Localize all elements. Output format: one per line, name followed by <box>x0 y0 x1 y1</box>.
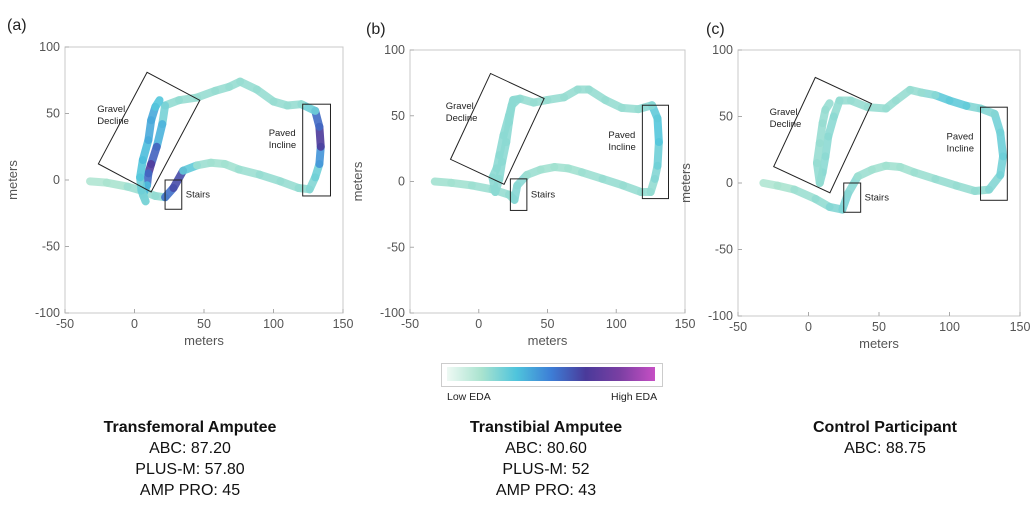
region-box <box>164 179 183 210</box>
y-tick-label: 0 <box>53 173 60 187</box>
x-tick-label: -50 <box>401 317 419 331</box>
x-axis-label: meters <box>184 333 224 348</box>
chart-panel-b: (b)-50 0 50 100 150-100-50050100metersmeters… <box>350 21 695 348</box>
x-axis-label: meters <box>859 336 899 351</box>
y-tick-label: -100 <box>708 309 733 323</box>
region-label: Gravel <box>97 104 125 115</box>
region-label: Incline <box>608 142 635 153</box>
y-tick-label: -50 <box>715 243 733 257</box>
x-tick-label: 150 <box>333 317 354 331</box>
trajectory-segment <box>996 128 1008 161</box>
region-box <box>509 178 528 211</box>
caption-c-metric: ABC: 88.75 <box>844 440 926 457</box>
y-tick-label: 50 <box>391 109 405 123</box>
chart-panel-a: (a)-50 0 50 100 150-100-50050100metersmeters… <box>5 17 353 348</box>
y-tick-label: 0 <box>726 176 733 190</box>
x-tick-label: -50 <box>56 317 74 331</box>
caption-a-metric: ABC: 87.20 <box>149 440 231 457</box>
colorbar-high-label: High EDA <box>611 391 658 403</box>
y-tick-label: -50 <box>387 240 405 254</box>
x-axis-label: meters <box>528 333 568 348</box>
region-label: Paved <box>947 132 974 143</box>
region-label: Gravel <box>446 101 474 112</box>
x-tick-label: 0 <box>475 317 482 331</box>
x-tick-label: 0 <box>805 320 812 334</box>
y-tick-label: 100 <box>384 43 405 57</box>
region-label: Incline <box>947 144 974 155</box>
region-label: Stairs <box>865 193 890 204</box>
caption-c: Control Participant ABC: 88.75 <box>735 417 1035 459</box>
x-tick-label: -50 <box>729 320 747 334</box>
region-label: Paved <box>269 128 296 139</box>
x-tick-label: 100 <box>263 317 284 331</box>
colorbar-low-label: Low EDA <box>447 391 491 403</box>
y-tick-label: -100 <box>35 306 60 320</box>
trajectory-segment <box>151 96 164 111</box>
y-axis-label: meters <box>350 161 365 201</box>
region-label: Decline <box>770 119 802 130</box>
caption-a-metric: AMP PRO: 45 <box>139 482 241 499</box>
y-tick-label: -50 <box>42 240 60 254</box>
region-label: Decline <box>97 116 129 127</box>
y-tick-label: 0 <box>398 175 405 189</box>
y-tick-label: -100 <box>380 306 405 320</box>
caption-c-name: Control Participant <box>812 419 957 436</box>
caption-b-metric: PLUS-M: 52 <box>502 461 590 478</box>
region-box <box>843 182 862 213</box>
y-tick-label: 50 <box>719 110 733 124</box>
y-axis-label: meters <box>5 160 20 200</box>
trajectory-segment <box>507 95 522 110</box>
caption-a-name: Transfemoral Amputee <box>103 419 277 436</box>
caption-b-metric: AMP PRO: 43 <box>495 482 597 499</box>
region-box <box>97 71 201 193</box>
region-box <box>449 72 545 185</box>
x-tick-label: 150 <box>675 317 696 331</box>
region-box <box>980 106 1008 201</box>
region-label: Paved <box>608 130 635 141</box>
panel-letter: (c) <box>706 21 725 38</box>
caption-b-name: Transtibial Amputee <box>469 419 623 436</box>
x-tick-label: 100 <box>606 317 627 331</box>
region-box <box>641 104 669 200</box>
caption-b: Transtibial Amputee ABC: 80.60 PLUS-M: 5… <box>396 417 696 501</box>
panel-letter: (a) <box>7 17 27 34</box>
region-label: Gravel <box>770 107 798 118</box>
colorbar <box>441 363 663 387</box>
region-box <box>302 103 331 197</box>
region-label: Stairs <box>186 190 211 201</box>
caption-a-metric: PLUS-M: 57.80 <box>135 461 245 478</box>
x-tick-label: 50 <box>197 317 211 331</box>
region-label: Incline <box>269 140 296 151</box>
y-tick-label: 100 <box>39 40 60 54</box>
x-tick-label: 150 <box>1010 320 1031 334</box>
y-tick-label: 50 <box>46 107 60 121</box>
x-tick-label: 100 <box>939 320 960 334</box>
region-label: Decline <box>446 113 478 124</box>
region-label: Stairs <box>531 190 556 201</box>
trajectory-segment <box>821 99 834 114</box>
colorbar-gradient <box>447 367 655 381</box>
y-tick-label: 100 <box>712 43 733 57</box>
caption-a: Transfemoral Amputee ABC: 87.20 PLUS-M: … <box>40 417 340 501</box>
panel-letter: (b) <box>366 21 386 38</box>
x-tick-label: 0 <box>131 317 138 331</box>
chart-panel-c: (c)-50 0 50 100 150-100-50050100metersmeters… <box>678 21 1030 351</box>
x-tick-label: 50 <box>541 317 555 331</box>
region-box <box>773 76 873 194</box>
y-axis-label: meters <box>678 163 693 203</box>
caption-b-metric: ABC: 80.60 <box>505 440 587 457</box>
x-tick-label: 50 <box>872 320 886 334</box>
